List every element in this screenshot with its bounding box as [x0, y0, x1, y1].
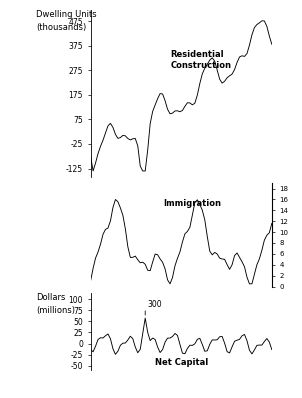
Text: (thousands): (thousands): [36, 23, 86, 32]
Text: Dwelling Units: Dwelling Units: [36, 10, 97, 19]
Text: (millions): (millions): [36, 306, 75, 316]
Text: Residential
Construction: Residential Construction: [170, 51, 231, 70]
Text: Immigration: Immigration: [163, 199, 221, 208]
Text: 300: 300: [148, 300, 162, 309]
Text: Dollars: Dollars: [36, 293, 66, 302]
Text: Net Capital: Net Capital: [155, 358, 208, 367]
